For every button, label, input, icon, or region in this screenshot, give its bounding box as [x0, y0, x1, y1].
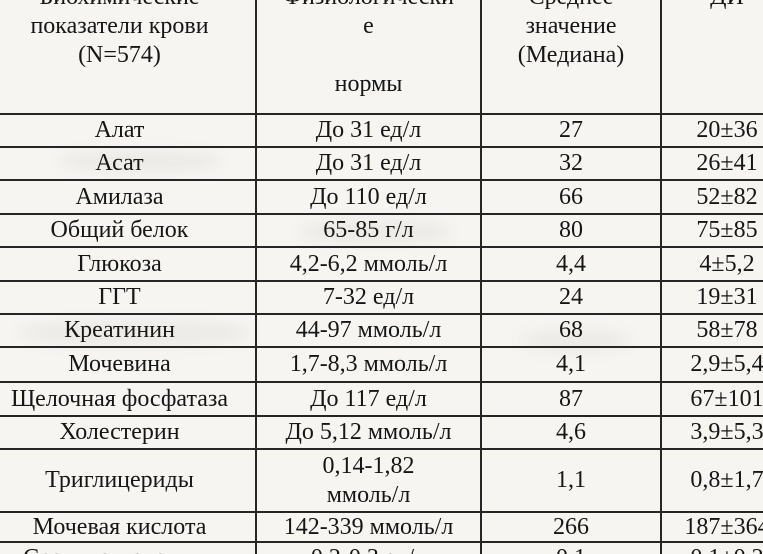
median-cell: 1,1	[482, 450, 662, 511]
indicator-cell: Амилаза	[75, 183, 164, 210]
di-cell: 20±36	[696, 117, 758, 143]
median-cell: 87	[482, 383, 662, 415]
di-cell: 2,9±5,4	[690, 351, 763, 377]
table-row: Щелочная фосфатаза До 117 ед/л 87 67±101	[0, 383, 763, 417]
norm-cell: До 5,12 ммоль/л	[255, 417, 482, 448]
norm-cell: 7-32 ед/л	[255, 282, 482, 313]
norm-cell: До 31 ед/л	[255, 115, 482, 146]
indicator-cell: Асат	[95, 150, 144, 176]
norm-cell: До 110 ед/л	[255, 181, 482, 213]
indicator-cell: Мочевина	[68, 351, 171, 377]
norm-cell: 142-339 ммоль/л	[255, 513, 482, 541]
median-cell: 32	[482, 148, 662, 179]
di-cell: 4±5,2	[699, 250, 755, 277]
table-row: Асат До 31 ед/л 32 26±41	[0, 148, 763, 181]
norm-cell: 65-85 г/л	[255, 215, 482, 246]
indicator-cell: Триглицериды	[45, 467, 194, 493]
median-cell: 0,1	[482, 543, 662, 554]
table-row: Глюкоза 4,2-6,2 ммоль/л 4,4 4±5,2	[0, 248, 763, 282]
di-cell: 52±82	[696, 183, 758, 210]
norm-cell: 1,7-8,3 ммоль/л	[255, 348, 482, 381]
table-row: Триглицериды 0,14-1,82 ммоль/л 1,1 0,8±1…	[0, 450, 763, 513]
table-row: Холестерин До 5,12 ммоль/л 4,6 3,9±5,3	[0, 417, 763, 450]
header-physiological-norms: Физиологически е нормы	[255, 0, 482, 113]
indicator-cell: Средние молекулы	[0, 543, 255, 554]
norm-cell: 0,2-0,3 ед/л	[255, 543, 482, 554]
di-cell: 26±41	[696, 150, 758, 176]
di-cell: 19±31	[696, 284, 758, 310]
median-cell: 66	[482, 181, 662, 213]
median-cell: 266	[482, 513, 662, 541]
table-row: ГГТ 7-32 ед/л 24 19±31	[0, 282, 763, 315]
norm-cell: До 117 ед/л	[255, 383, 482, 415]
di-cell: 58±78	[696, 317, 758, 343]
indicator-cell: Общий белок	[50, 217, 189, 243]
di-cell: 187±364	[684, 513, 763, 540]
indicator-cell: Алат	[94, 117, 145, 143]
di-cell: 75±85	[696, 217, 758, 243]
median-cell: 80	[482, 215, 662, 246]
header-median-value: Среднее значение (Медиана)	[482, 0, 662, 113]
header-indicators: Биохимические показатели крови (N=574)	[30, 0, 209, 68]
indicator-cell: ГГТ	[98, 284, 141, 310]
table-row: Общий белок 65-85 г/л 80 75±85	[0, 215, 763, 248]
di-cell: 0,1±0,2	[662, 543, 763, 554]
table-row: Средние молекулы 0,2-0,3 ед/л 0,1 0,1±0,…	[0, 543, 763, 554]
median-cell: 27	[482, 115, 662, 146]
di-cell: 3,9±5,3	[690, 419, 763, 445]
table-row: Мочевая кислота 142-339 ммоль/л 266 187±…	[0, 513, 763, 543]
header-confidence-interval: ДИ	[662, 0, 763, 113]
di-cell: 0,8±1,7	[690, 467, 763, 493]
median-cell: 4,4	[482, 248, 662, 280]
table-row: Алат До 31 ед/л 27 20±36	[0, 115, 763, 148]
indicator-cell: Щелочная фосфатаза	[10, 385, 229, 412]
median-cell: 68	[482, 315, 662, 346]
norm-cell: 0,14-1,82 ммоль/л	[255, 450, 482, 511]
norm-cell: 44-97 ммоль/л	[255, 315, 482, 346]
table-row: Мочевина 1,7-8,3 ммоль/л 4,1 2,9±5,4	[0, 348, 763, 383]
median-cell: 4,1	[482, 348, 662, 381]
median-cell: 24	[482, 282, 662, 313]
indicator-cell: Холестерин	[59, 419, 180, 445]
indicator-cell: Глюкоза	[77, 250, 162, 277]
indicator-cell: Мочевая кислота	[32, 513, 207, 540]
table-row: Креатинин 44-97 ммоль/л 68 58±78	[0, 315, 763, 348]
di-cell: 67±101	[690, 385, 763, 412]
norm-cell: 4,2-6,2 ммоль/л	[255, 248, 482, 280]
table-header-row: Биохимические показатели крови (N=574) Ф…	[0, 0, 763, 115]
indicator-cell: Креатинин	[64, 317, 175, 343]
median-cell: 4,6	[482, 417, 662, 448]
norm-cell: До 31 ед/л	[255, 148, 482, 179]
table-row: Амилаза До 110 ед/л 66 52±82	[0, 181, 763, 215]
